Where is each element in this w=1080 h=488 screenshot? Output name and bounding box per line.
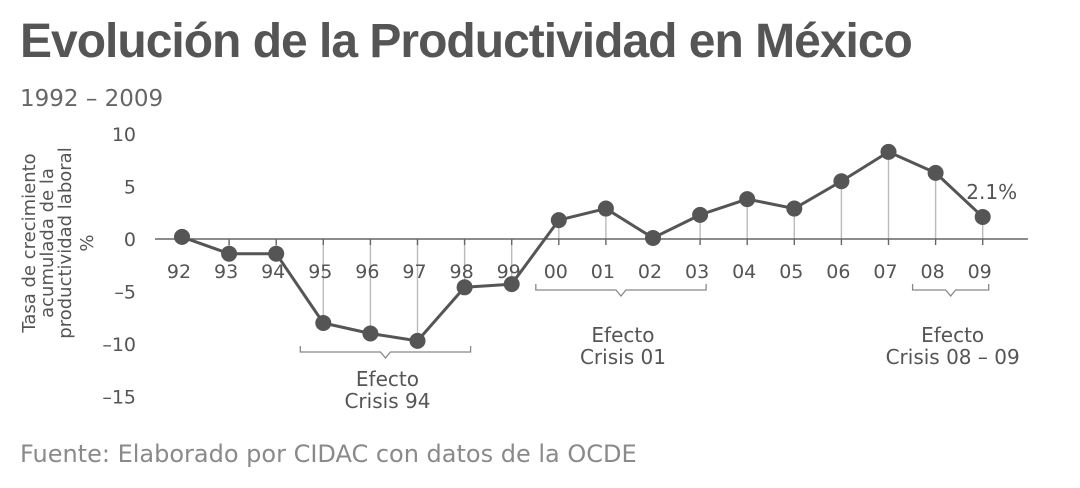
y-axis-label-line: acumulada de la <box>37 168 58 318</box>
data-point <box>833 173 850 190</box>
x-tick-label: 97 <box>402 261 426 283</box>
y-tick-label: –5 <box>114 282 136 304</box>
annotation-label-line: Crisis 94 <box>344 389 430 413</box>
data-point <box>174 228 190 245</box>
x-tick-label: 94 <box>261 261 285 283</box>
x-tick-label: 05 <box>779 261 803 283</box>
data-point <box>503 276 520 293</box>
series-line <box>181 150 984 343</box>
data-point <box>974 208 991 225</box>
data-point <box>268 245 285 262</box>
y-axis-label-line: productividad laboral <box>55 147 76 338</box>
data-point <box>362 325 379 342</box>
data-point <box>739 191 756 208</box>
annotation-bracket <box>535 284 707 298</box>
annotation-label-line: Crisis 08 – 09 <box>886 345 1020 369</box>
data-point <box>597 200 614 217</box>
annotation-label: Efecto Crisis 08 – 09 <box>886 323 1020 369</box>
annotation-label: Efecto Crisis 01 <box>580 323 666 369</box>
x-tick-label: 93 <box>214 261 238 283</box>
data-point <box>315 315 332 331</box>
y-tick-label: 5 <box>124 177 136 199</box>
data-point <box>927 164 944 181</box>
y-tick-label: –10 <box>102 334 136 356</box>
data-point <box>456 279 473 296</box>
source-note: Fuente: Elaborado por CIDAC con datos de… <box>20 440 637 468</box>
data-point <box>692 206 709 223</box>
data-point <box>786 200 803 217</box>
annotation-bracket <box>911 284 990 298</box>
x-tick-label: 01 <box>591 261 615 283</box>
y-tick-label: –15 <box>102 387 136 409</box>
annotation-label-line: Efecto <box>591 323 654 347</box>
x-tick-label: 95 <box>308 261 332 283</box>
x-tick-label: 08 <box>921 261 945 283</box>
x-tick-label: 06 <box>826 261 850 283</box>
x-tick-label: 98 <box>450 261 474 283</box>
annotation-label: Efecto Crisis 94 <box>344 367 430 413</box>
annotation-bracket <box>299 346 472 360</box>
data-point <box>645 229 661 246</box>
y-tick-label: 0 <box>124 229 136 251</box>
last-value-label: 2.1% <box>966 180 1017 204</box>
x-tick-label: 02 <box>638 261 662 283</box>
y-axis-label-line: % <box>77 234 98 251</box>
y-axis-label-line: Tasa de crecimiento <box>19 153 40 333</box>
annotation-label-line: Efecto <box>921 323 984 347</box>
data-point <box>409 332 426 349</box>
x-tick-label: 03 <box>685 261 709 283</box>
x-tick-label: 92 <box>167 261 191 283</box>
x-tick-label: 04 <box>732 261 756 283</box>
chart-subtitle: 1992 – 2009 <box>20 86 164 112</box>
x-tick-label: 00 <box>544 261 568 283</box>
annotation-label-line: Crisis 01 <box>580 345 666 369</box>
x-tick-label: 96 <box>355 261 379 283</box>
y-tick-label: 10 <box>112 124 136 146</box>
data-point <box>221 245 238 262</box>
x-tick-label: 09 <box>968 261 992 283</box>
data-point <box>550 212 567 229</box>
annotation-label-line: Efecto <box>356 367 419 391</box>
x-tick-label: 07 <box>873 261 897 283</box>
chart-title: Evolución de la Productividad en México <box>20 15 913 68</box>
data-point <box>880 143 897 160</box>
